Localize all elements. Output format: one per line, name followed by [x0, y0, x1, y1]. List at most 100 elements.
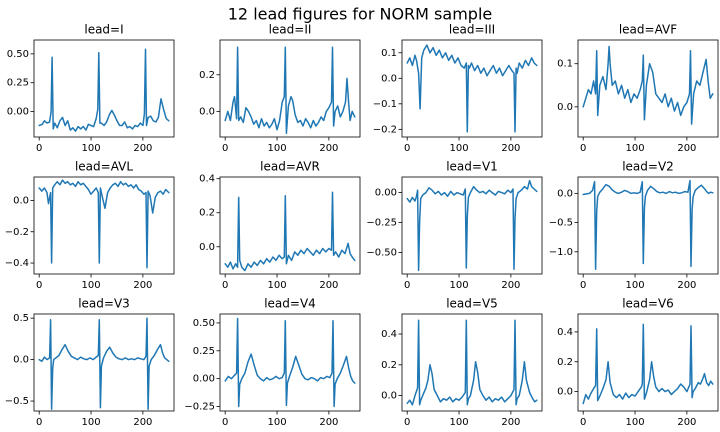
x-tick-label: 200 — [133, 143, 152, 154]
axes-frame — [219, 176, 361, 275]
subplot-title: lead=AVF — [619, 23, 677, 37]
x-tick-label: 0 — [36, 143, 42, 154]
y-tick-label: −0.4 — [5, 258, 29, 269]
x-tick-label: 100 — [449, 143, 468, 154]
x-tick-label: 0 — [580, 280, 586, 291]
subplot-title: lead=I — [84, 23, 123, 37]
x-tick-label: 200 — [133, 417, 152, 428]
axes-frame — [401, 39, 543, 138]
axes-frame — [219, 313, 361, 412]
y-tick-label: −0.25 — [184, 402, 215, 413]
x-tick-label: 200 — [501, 417, 520, 428]
ecg-trace-line — [38, 48, 170, 132]
x-tick-label: 100 — [81, 280, 100, 291]
y-tick-label: 0.4 — [381, 329, 397, 340]
x-tick-label: 100 — [625, 280, 644, 291]
y-tick-label: 0.25 — [7, 78, 29, 89]
axes-frame — [401, 313, 543, 412]
y-tick-label: −0.2 — [5, 227, 29, 238]
y-tick-label: 0.2 — [199, 208, 215, 219]
ecg-trace-line — [224, 46, 356, 135]
x-tick-label: 0 — [580, 143, 586, 154]
subplot-title: lead=V4 — [264, 297, 316, 311]
ecg-trace-line — [406, 319, 538, 406]
x-tick-label: 200 — [133, 280, 152, 291]
x-tick-label: 200 — [677, 280, 696, 291]
y-tick-label: 0.50 — [193, 318, 215, 329]
x-tick-label: 0 — [36, 280, 42, 291]
subplot-5: lead=AVL 0 100 200 0.0 −0.2 −0.4 — [5, 160, 175, 291]
y-tick-label: 0.4 — [199, 174, 215, 185]
y-tick-label: −1.0 — [549, 247, 573, 258]
x-tick-label: 200 — [501, 280, 520, 291]
subplot-title: lead=II — [269, 23, 312, 37]
y-tick-label: 0.0 — [13, 355, 29, 366]
subplot-3: lead=III 0 100 200 0.1 0.0 −0.1 −0.2 — [373, 23, 543, 154]
x-tick-label: 200 — [501, 143, 520, 154]
x-tick-label: 200 — [677, 417, 696, 428]
y-tick-label: 0.2 — [199, 70, 215, 81]
axes-frame — [577, 39, 719, 138]
axes-frame — [577, 176, 719, 275]
subplot-title: lead=V6 — [622, 297, 674, 311]
x-tick-label: 200 — [677, 143, 696, 154]
ecg-trace-line — [38, 179, 170, 269]
y-tick-label: −0.5 — [5, 396, 29, 407]
subplot-10: lead=V4 0 100 200 0.50 0.25 0.00 −0.25 — [184, 297, 361, 428]
y-tick-label: 0.1 — [381, 48, 397, 59]
ecg-trace-line — [406, 44, 538, 133]
ecg-trace-line — [224, 191, 356, 272]
x-tick-label: 0 — [222, 143, 228, 154]
x-tick-label: 100 — [267, 143, 286, 154]
y-tick-label: −0.50 — [366, 247, 397, 258]
y-tick-label: 0.0 — [13, 195, 29, 206]
axes-frame — [33, 39, 175, 138]
y-tick-label: 0.0 — [199, 106, 215, 117]
subplot-1: lead=I 0 100 200 0.50 0.25 0.00 — [7, 23, 175, 154]
subplot-title: lead=V5 — [446, 297, 498, 311]
x-tick-label: 100 — [267, 417, 286, 428]
y-tick-label: 0.5 — [13, 313, 29, 324]
x-tick-label: 200 — [319, 143, 338, 154]
y-tick-label: −0.5 — [549, 218, 573, 229]
x-tick-label: 100 — [267, 280, 286, 291]
y-tick-label: 0.0 — [557, 102, 573, 113]
x-tick-label: 200 — [319, 417, 338, 428]
y-tick-label: 0.0 — [381, 391, 397, 402]
subplot-title: lead=III — [449, 23, 495, 37]
y-tick-label: 0.1 — [557, 59, 573, 70]
ecg-trace-line — [582, 45, 714, 125]
ecg-trace-line — [38, 317, 170, 411]
ecg-trace-line — [224, 317, 356, 408]
y-tick-label: 0.50 — [7, 49, 29, 60]
x-tick-label: 100 — [81, 417, 100, 428]
subplot-title: lead=V2 — [622, 160, 674, 174]
x-tick-label: 0 — [36, 417, 42, 428]
y-tick-label: 0.4 — [557, 327, 573, 338]
subplot-12: lead=V6 0 100 200 0.4 0.2 0.0 — [557, 297, 719, 428]
subplot-2: lead=II 0 100 200 0.2 0.0 — [199, 23, 361, 154]
y-tick-label: 0.00 — [375, 188, 397, 199]
x-tick-label: 100 — [625, 417, 644, 428]
y-tick-label: 0.25 — [193, 346, 215, 357]
x-tick-label: 100 — [625, 143, 644, 154]
subplot-8: lead=V2 0 100 200 0.0 −0.5 −1.0 — [549, 160, 719, 291]
y-tick-label: 0.0 — [381, 73, 397, 84]
subplot-title: lead=AVL — [75, 160, 133, 174]
y-tick-label: −0.25 — [366, 218, 397, 229]
x-tick-label: 200 — [319, 280, 338, 291]
x-tick-label: 0 — [222, 417, 228, 428]
y-tick-label: −0.1 — [373, 99, 397, 110]
x-tick-label: 0 — [404, 280, 410, 291]
axes-frame — [577, 313, 719, 412]
y-tick-label: 0.00 — [193, 374, 215, 385]
axes-frame — [401, 176, 543, 275]
axes-frame — [33, 313, 175, 412]
subplot-title: lead=V1 — [446, 160, 498, 174]
ecg-trace-line — [406, 179, 538, 272]
y-tick-label: 0.0 — [557, 188, 573, 199]
ecg-trace-line — [582, 179, 714, 271]
y-tick-label: −0.2 — [373, 124, 397, 135]
subplot-4: lead=AVF 0 100 200 0.1 0.0 — [557, 23, 719, 154]
